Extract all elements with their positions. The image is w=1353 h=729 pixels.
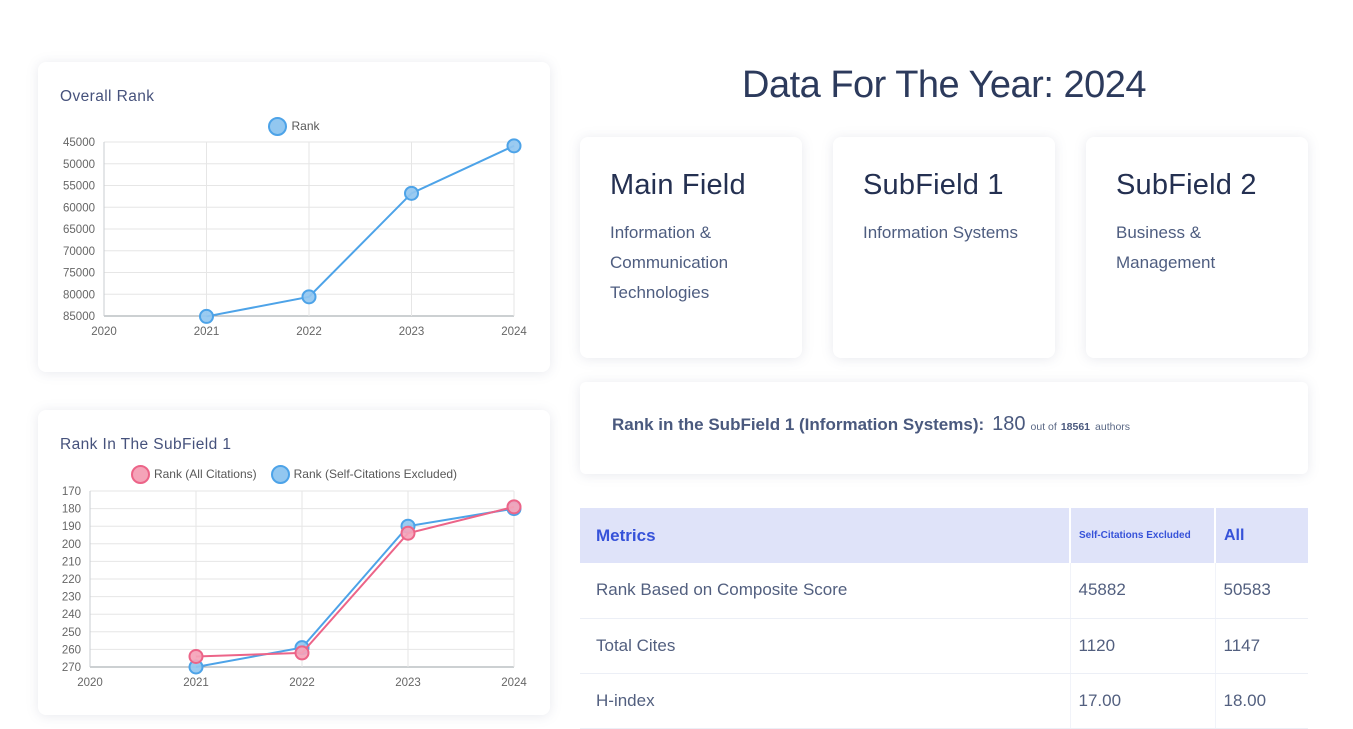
x-axis-tick: 2021 xyxy=(183,677,209,689)
y-axis-tick: 80000 xyxy=(63,289,95,301)
overall-rank-chart-title: Overall Rank xyxy=(60,88,155,105)
data-point[interactable] xyxy=(404,185,419,201)
data-point[interactable] xyxy=(199,308,214,324)
subfield-rank-card: Rank In The SubField 1 Rank (All Citatio… xyxy=(38,410,550,715)
y-axis-tick: 60000 xyxy=(63,202,95,214)
legend-swatch-icon xyxy=(130,464,150,484)
overall-rank-legend: Rank xyxy=(38,114,550,138)
y-axis-tick: 75000 xyxy=(63,268,95,280)
legend-item[interactable]: Rank (Self-Citations Excluded) xyxy=(270,464,458,484)
main-field-card: Main Field Information & Communication T… xyxy=(580,137,802,358)
table-row: Rank Based on Composite Score 45882 5058… xyxy=(580,563,1308,619)
metric-self-value: 45882 xyxy=(1069,563,1215,619)
x-axis-tick: 2024 xyxy=(501,326,527,338)
rank-banner-label: Rank in the SubField 1 (Information Syst… xyxy=(612,415,985,434)
y-axis-tick: 50000 xyxy=(63,159,95,171)
y-axis-tick: 250 xyxy=(62,627,81,639)
x-axis-tick: 2023 xyxy=(399,326,425,338)
subfield1-title: SubField 1 xyxy=(863,169,1004,201)
legend-swatch-icon xyxy=(270,464,290,484)
y-axis-tick: 45000 xyxy=(63,137,95,149)
x-axis-tick: 2022 xyxy=(289,677,315,689)
rank-value: 180 xyxy=(992,413,1026,435)
legend-label: Rank xyxy=(291,119,320,133)
x-axis-tick: 2020 xyxy=(91,326,117,338)
y-axis-tick: 85000 xyxy=(63,311,95,323)
legend-label: Rank (All Citations) xyxy=(153,467,257,481)
subfield2-value: Business & Management xyxy=(1116,223,1216,272)
metrics-table-header-row: Metrics Self-Citations Excluded All xyxy=(580,508,1308,563)
data-point[interactable] xyxy=(400,525,416,541)
subfield2-card: SubField 2 Business & Management xyxy=(1086,137,1308,358)
series-line xyxy=(195,505,515,658)
main-field-title: Main Field xyxy=(610,169,746,201)
overall-rank-card: Overall Rank Rank 45000 50000 55000 60000 65… xyxy=(38,62,550,372)
subfield-rank-legend: Rank (All Citations) Rank (Self-Citations… xyxy=(38,462,550,486)
data-point[interactable] xyxy=(506,138,522,154)
data-point[interactable] xyxy=(294,645,310,661)
x-axis-tick: 2021 xyxy=(194,326,220,338)
x-axis-tick: 2023 xyxy=(395,677,421,689)
main-field-value: Information & Communication Technologies xyxy=(610,223,729,302)
subfield-rank-banner: Rank in the SubField 1 (Information Syst… xyxy=(580,382,1308,474)
rank-authors-text: authors xyxy=(1095,421,1131,433)
metrics-table: Metrics Self-Citations Excluded All Rank… xyxy=(580,508,1308,729)
data-point[interactable] xyxy=(301,289,317,305)
metric-all-value: 50583 xyxy=(1214,563,1308,619)
legend-item[interactable]: Rank (All Citations) xyxy=(130,464,257,484)
y-axis-tick: 70000 xyxy=(63,246,95,258)
metric-name: H-index xyxy=(580,673,1070,729)
y-axis-tick: 270 xyxy=(62,662,81,674)
y-axis-tick: 210 xyxy=(62,556,81,568)
y-axis-tick: 65000 xyxy=(63,224,95,236)
metric-self-value: 17.00 xyxy=(1069,673,1215,729)
table-row: H-index 17.00 18.00 xyxy=(580,673,1308,729)
y-axis-tick: 200 xyxy=(62,539,81,551)
series-line xyxy=(195,507,515,668)
metric-all-value: 1147 xyxy=(1214,618,1308,674)
x-axis-tick: 2020 xyxy=(77,677,103,689)
rank-out-of-text: out of xyxy=(1030,421,1057,433)
table-row: Total Cites 1120 1147 xyxy=(580,618,1308,674)
rank-total-authors: 18561 xyxy=(1060,421,1091,433)
metric-name: Total Cites xyxy=(580,618,1070,674)
y-axis-tick: 260 xyxy=(62,644,81,656)
y-axis-tick: 230 xyxy=(62,592,81,604)
y-axis-tick: 240 xyxy=(62,609,81,621)
legend-swatch-icon xyxy=(268,116,288,136)
subfield1-card: SubField 1 Information Systems xyxy=(833,137,1055,358)
x-axis-tick: 2024 xyxy=(501,677,527,689)
subfield-rank-chart-title: Rank In The SubField 1 xyxy=(60,436,232,453)
y-axis-tick: 220 xyxy=(62,574,81,586)
y-axis-tick: 55000 xyxy=(63,181,95,193)
y-axis-tick: 190 xyxy=(62,521,81,533)
legend-label: Rank (Self-Citations Excluded) xyxy=(293,467,458,481)
page-title: Data For The Year: 2024 xyxy=(742,64,1146,106)
legend-item[interactable]: Rank xyxy=(268,116,320,136)
metric-name: Rank Based on Composite Score xyxy=(580,563,1070,619)
y-axis-tick: 170 xyxy=(62,486,81,498)
series-line xyxy=(206,144,515,318)
y-axis-tick: 180 xyxy=(62,504,81,516)
data-point[interactable] xyxy=(188,648,204,664)
overall-rank-chart[interactable]: 45000 50000 55000 60000 65000 70000 75000 80000… xyxy=(38,62,550,372)
metrics-header: Metrics xyxy=(596,525,656,545)
metric-self-value: 1120 xyxy=(1069,618,1215,674)
subfield-rank-chart[interactable]: 170 180 190 200 210 220 230 240 250 260 270 2020 202… xyxy=(38,410,550,715)
subfield1-value: Information Systems xyxy=(863,223,1018,242)
subfield2-title: SubField 2 xyxy=(1116,169,1257,201)
data-point[interactable] xyxy=(506,499,522,515)
x-axis-tick: 2022 xyxy=(296,326,322,338)
all-header: All xyxy=(1214,508,1308,563)
metric-all-value: 18.00 xyxy=(1214,673,1308,729)
self-citations-excluded-header: Self-Citations Excluded xyxy=(1069,508,1215,563)
subfield-rank-banner-text: Rank in the SubField 1 (Information Syst… xyxy=(612,413,1130,436)
